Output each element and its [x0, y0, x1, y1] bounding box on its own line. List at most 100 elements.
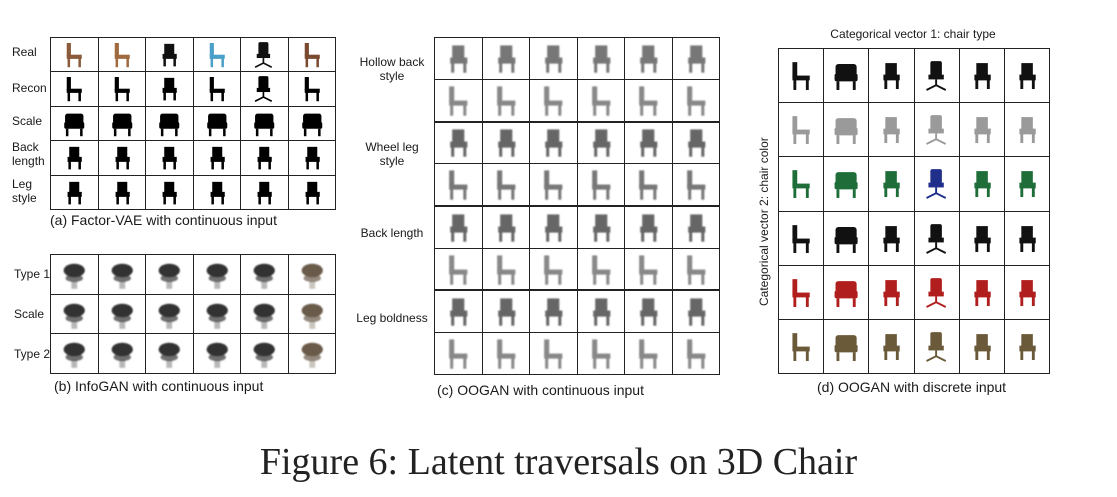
image-cell — [779, 319, 824, 373]
image-cell — [869, 265, 914, 319]
image-cell — [482, 38, 529, 80]
image-cell — [959, 265, 1004, 319]
image-cell — [824, 49, 869, 103]
caption-c: (c) OOGAN with continuous input — [437, 382, 644, 398]
image-cell — [672, 80, 719, 122]
image-cell — [779, 103, 824, 157]
image-cell — [869, 103, 914, 157]
image-cell — [530, 164, 577, 206]
image-cell — [98, 141, 145, 175]
image-cell — [625, 206, 672, 248]
image-cell — [779, 211, 824, 265]
image-cell — [193, 294, 240, 334]
image-cell — [482, 164, 529, 206]
image-cell — [959, 157, 1004, 211]
image-cell — [1004, 265, 1049, 319]
group-divider — [434, 121, 720, 123]
image-cell — [672, 164, 719, 206]
group-label-back-length: Back length — [360, 226, 424, 240]
image-cell — [193, 72, 240, 106]
image-cell — [241, 175, 288, 209]
image-cell — [288, 255, 335, 294]
image-cell — [779, 49, 824, 103]
image-cell — [869, 157, 914, 211]
image-cell — [51, 72, 98, 106]
image-cell — [241, 141, 288, 175]
group-label-wheel-leg: Wheel leg style — [365, 140, 419, 168]
image-cell — [51, 294, 98, 334]
image-cell — [625, 332, 672, 374]
image-cell — [193, 334, 240, 373]
image-cell — [98, 38, 145, 72]
caption-a: (a) Factor-VAE with continuous input — [50, 212, 277, 228]
group-label-leg-boldness: Leg boldness — [356, 311, 428, 325]
image-cell — [146, 334, 193, 373]
image-cell — [577, 38, 624, 80]
row-label-scale-b: Scale — [14, 307, 45, 321]
image-cell — [241, 294, 288, 334]
image-cell — [146, 141, 193, 175]
image-cell — [51, 255, 98, 294]
image-cell — [51, 38, 98, 72]
image-cell — [577, 248, 624, 290]
image-cell — [241, 72, 288, 106]
image-cell — [241, 255, 288, 294]
image-cell — [482, 80, 529, 122]
image-cell — [672, 38, 719, 80]
top-label-chair-type: Categorical vector 1: chair type — [830, 27, 996, 41]
image-cell — [824, 265, 869, 319]
image-cell — [959, 103, 1004, 157]
image-cell — [288, 72, 335, 106]
caption-b: (b) InfoGAN with continuous input — [54, 378, 264, 394]
image-cell — [435, 248, 482, 290]
image-cell — [193, 141, 240, 175]
group-divider — [434, 289, 720, 291]
image-cell — [51, 334, 98, 373]
image-cell — [824, 157, 869, 211]
image-cell — [625, 122, 672, 164]
image-cell — [482, 248, 529, 290]
image-cell — [914, 157, 959, 211]
image-cell — [530, 80, 577, 122]
image-cell — [51, 141, 98, 175]
image-cell — [672, 332, 719, 374]
image-cell — [1004, 103, 1049, 157]
image-cell — [288, 294, 335, 334]
image-cell — [482, 332, 529, 374]
image-cell — [98, 175, 145, 209]
image-cell — [577, 332, 624, 374]
image-cell — [288, 106, 335, 141]
image-cell — [435, 122, 482, 164]
image-cell — [51, 175, 98, 209]
image-cell — [577, 122, 624, 164]
image-cell — [1004, 211, 1049, 265]
image-cell — [869, 319, 914, 373]
image-cell — [530, 332, 577, 374]
image-cell — [824, 211, 869, 265]
row-label-back-length: Back length — [12, 140, 45, 168]
side-label-chair-color: Categorical vector 2: chair color — [757, 137, 771, 306]
row-label-type-1: Type 1 — [14, 267, 51, 281]
image-cell — [625, 80, 672, 122]
image-grid-b — [50, 254, 336, 374]
image-cell — [98, 255, 145, 294]
image-cell — [482, 206, 529, 248]
image-cell — [435, 80, 482, 122]
image-cell — [672, 206, 719, 248]
image-cell — [672, 290, 719, 332]
image-cell — [288, 38, 335, 72]
image-cell — [241, 106, 288, 141]
image-cell — [193, 175, 240, 209]
image-cell — [288, 334, 335, 373]
image-cell — [914, 211, 959, 265]
image-cell — [530, 290, 577, 332]
image-cell — [779, 265, 824, 319]
image-cell — [914, 319, 959, 373]
image-cell — [241, 334, 288, 373]
image-cell — [98, 72, 145, 106]
image-cell — [914, 103, 959, 157]
image-cell — [1004, 49, 1049, 103]
image-cell — [530, 122, 577, 164]
image-cell — [959, 319, 1004, 373]
image-cell — [625, 164, 672, 206]
